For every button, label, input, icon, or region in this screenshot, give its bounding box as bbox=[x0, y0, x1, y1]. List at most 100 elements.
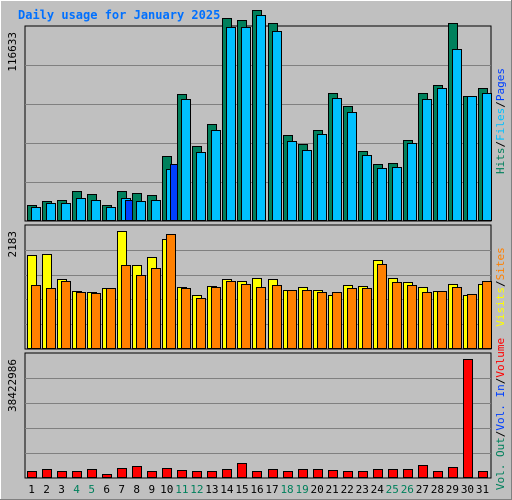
bar-files-day-16 bbox=[256, 15, 266, 221]
bar-sites-day-27 bbox=[422, 292, 432, 349]
bar-sites-day-6 bbox=[106, 288, 116, 349]
bar-sites-day-8 bbox=[136, 275, 146, 349]
axis-max-label-hits-files-pages: 116633 bbox=[6, 32, 19, 72]
bar-files-day-8 bbox=[136, 201, 146, 221]
legend-entry--1: / bbox=[494, 431, 507, 438]
legend-1: Visits/Sites bbox=[494, 247, 507, 327]
day-label-20: 20 bbox=[311, 483, 324, 496]
bar-files-day-24 bbox=[377, 168, 387, 221]
bar-sites-day-14 bbox=[226, 281, 236, 349]
bar-files-day-30 bbox=[467, 96, 477, 221]
legend-entry--1: / bbox=[494, 141, 507, 148]
bar-volume-day-31 bbox=[478, 471, 488, 478]
bar-volume-day-10 bbox=[162, 468, 172, 478]
day-label-12: 12 bbox=[190, 483, 203, 496]
panel-kbytes bbox=[24, 352, 492, 479]
bar-sites-day-28 bbox=[437, 291, 447, 349]
bar-volume-day-1 bbox=[27, 471, 37, 478]
day-label-27: 27 bbox=[416, 483, 429, 496]
day-label-18: 18 bbox=[280, 483, 293, 496]
bar-sites-day-7 bbox=[121, 265, 131, 349]
chart-title: Daily usage for January 2025 bbox=[18, 8, 220, 22]
bar-files-day-23 bbox=[362, 155, 372, 221]
day-label-2: 2 bbox=[43, 483, 50, 496]
day-label-15: 15 bbox=[235, 483, 248, 496]
bar-files-day-14 bbox=[226, 27, 236, 221]
bar-files-day-25 bbox=[392, 167, 402, 221]
bar-sites-day-12 bbox=[196, 298, 206, 349]
bar-files-day-21 bbox=[332, 98, 342, 221]
bar-files-day-17 bbox=[272, 31, 282, 221]
bar-files-day-26 bbox=[407, 143, 417, 221]
day-label-7: 7 bbox=[118, 483, 125, 496]
day-label-3: 3 bbox=[58, 483, 65, 496]
legend-entry--3: / bbox=[494, 101, 507, 108]
bar-files-day-2 bbox=[46, 203, 56, 221]
bar-volume-day-20 bbox=[313, 469, 323, 478]
legend-entry-sites-2: Sites bbox=[494, 247, 507, 280]
bar-volume-day-27 bbox=[418, 465, 428, 478]
bar-sites-day-4 bbox=[76, 292, 86, 349]
day-label-1: 1 bbox=[28, 483, 35, 496]
bar-sites-day-1 bbox=[31, 285, 41, 349]
day-label-19: 19 bbox=[295, 483, 308, 496]
bar-sites-day-18 bbox=[287, 290, 297, 349]
legend-entry-vol-out-0: Vol. Out bbox=[494, 437, 507, 490]
bar-sites-day-31 bbox=[482, 281, 492, 349]
bar-sites-day-26 bbox=[407, 285, 417, 349]
bar-sites-day-16 bbox=[256, 287, 266, 349]
bar-files-day-6 bbox=[106, 207, 116, 221]
bar-files-day-19 bbox=[302, 150, 312, 221]
day-label-8: 8 bbox=[133, 483, 140, 496]
bar-sites-day-30 bbox=[467, 294, 477, 349]
bar-sites-day-21 bbox=[332, 292, 342, 349]
bar-files-day-28 bbox=[437, 88, 447, 221]
axis-max-label-kbytes: 38422986 bbox=[6, 359, 19, 412]
bar-volume-day-30 bbox=[463, 359, 473, 478]
bar-files-day-12 bbox=[196, 152, 206, 221]
bar-sites-day-22 bbox=[347, 288, 357, 349]
bar-sites-day-20 bbox=[317, 292, 327, 349]
bar-volume-day-25 bbox=[388, 469, 398, 478]
bar-sites-day-15 bbox=[241, 284, 251, 349]
axis-max-label-visits-sites: 2183 bbox=[6, 231, 19, 258]
bar-volume-day-13 bbox=[207, 471, 217, 478]
day-label-28: 28 bbox=[431, 483, 444, 496]
day-label-13: 13 bbox=[205, 483, 218, 496]
bar-files-day-5 bbox=[91, 200, 101, 221]
bar-sites-day-2 bbox=[46, 288, 56, 349]
bar-volume-day-9 bbox=[147, 471, 157, 478]
day-label-29: 29 bbox=[446, 483, 459, 496]
bar-volume-day-28 bbox=[433, 471, 443, 478]
legend-0: Hits/Files/Pages bbox=[494, 68, 507, 174]
day-label-25: 25 bbox=[386, 483, 399, 496]
legend-entry-visits-0: Visits bbox=[494, 287, 507, 327]
bar-volume-day-23 bbox=[358, 471, 368, 478]
bar-volume-day-8 bbox=[132, 466, 142, 478]
bar-sites-day-29 bbox=[452, 287, 462, 349]
bar-volume-day-18 bbox=[283, 471, 293, 478]
day-label-30: 30 bbox=[461, 483, 474, 496]
bar-files-day-4 bbox=[76, 198, 86, 221]
bar-volume-day-11 bbox=[177, 470, 187, 478]
day-label-10: 10 bbox=[160, 483, 173, 496]
bar-files-day-20 bbox=[317, 134, 327, 221]
bar-volume-day-5 bbox=[87, 469, 97, 478]
day-label-9: 9 bbox=[148, 483, 155, 496]
day-label-23: 23 bbox=[356, 483, 369, 496]
legend-entry-volume-4: Volume bbox=[494, 338, 507, 378]
bar-volume-day-4 bbox=[72, 471, 82, 478]
legend-entry--1: / bbox=[494, 280, 507, 287]
bar-sites-day-17 bbox=[272, 285, 282, 349]
day-label-24: 24 bbox=[371, 483, 385, 496]
day-label-11: 11 bbox=[175, 483, 188, 496]
legend-entry-files-2: Files bbox=[494, 108, 507, 141]
bar-files-day-31 bbox=[482, 93, 492, 221]
bar-volume-day-2 bbox=[42, 469, 52, 478]
legend-entry-hits-0: Hits bbox=[494, 148, 507, 175]
legend-2: Vol. Out/Vol. In/Volume bbox=[494, 338, 507, 490]
bar-volume-day-22 bbox=[343, 471, 353, 478]
bar-volume-day-15 bbox=[237, 463, 247, 478]
bar-sites-day-5 bbox=[91, 293, 101, 349]
